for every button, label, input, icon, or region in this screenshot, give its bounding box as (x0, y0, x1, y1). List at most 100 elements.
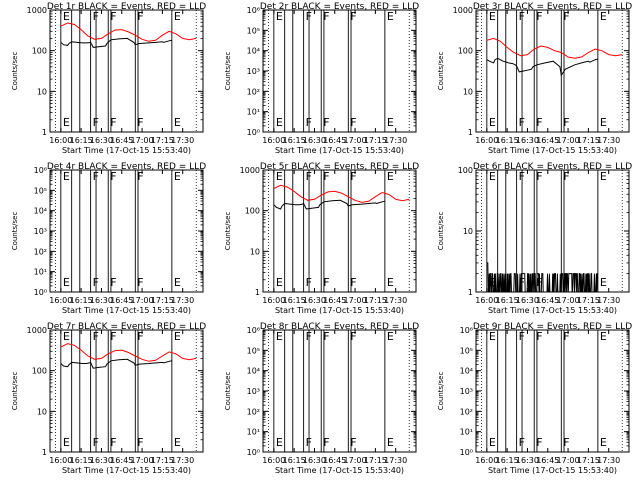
plot-frame (49, 9, 204, 133)
y-tick-label: 10¹ (460, 428, 473, 437)
marker-label-top: F (323, 170, 329, 183)
y-tick-label: 10⁴ (34, 207, 47, 216)
y-tick-label: 10⁶ (247, 6, 260, 15)
x-tick-label: 16:30 (303, 456, 326, 465)
marker-label-top: F (350, 170, 356, 183)
x-tick-label: 17:00 (557, 456, 580, 465)
detector-panel: Det 1r BLACK = Events, RED = LLD Counts/s… (11, 2, 206, 155)
y-tick-label: 10⁶ (460, 326, 473, 335)
x-tick-label: 17:15 (577, 456, 600, 465)
x-tick-label: 17:00 (557, 296, 580, 305)
marker-label-top: F (536, 330, 542, 343)
marker-label-bottom: F (519, 116, 525, 129)
x-axis-label: Start Time (17-Oct-15 15:53:40) (62, 146, 191, 155)
marker-label-bottom: E (174, 436, 181, 449)
x-tick-label: 17:00 (557, 136, 580, 145)
marker-label-top: E (489, 170, 496, 183)
marker-label-bottom: F (323, 276, 329, 289)
y-axis-label: Counts/sec (224, 372, 232, 411)
marker-label-top: F (93, 170, 99, 183)
y-tick-label: 1 (468, 128, 473, 137)
x-tick-label: 16:00 (262, 296, 285, 305)
marker-label-top: E (174, 10, 181, 23)
marker-label-top: E (276, 170, 283, 183)
marker-label-bottom: E (387, 276, 394, 289)
y-tick-label: 10¹ (247, 428, 260, 437)
x-tick-label: 16:45 (110, 456, 133, 465)
plot-area (55, 10, 197, 132)
x-tick-label: 16:00 (49, 136, 72, 145)
x-tick-label: 16:00 (475, 296, 498, 305)
y-axis-label: Counts/sec (437, 52, 445, 91)
marker-label-bottom: F (110, 116, 116, 129)
x-axis-label: Start Time (17-Oct-15 15:53:40) (488, 466, 617, 475)
y-tick-label: 10³ (247, 67, 260, 76)
marker-label-bottom: F (93, 276, 99, 289)
y-axis-label: Counts/sec (224, 52, 232, 91)
x-axis-label: Start Time (17-Oct-15 15:53:40) (275, 466, 404, 475)
y-tick-label: 100 (458, 47, 473, 56)
detector-panel: Det 5r BLACK = Events, RED = LLD Counts/s… (224, 162, 419, 315)
marker-label-bottom: F (536, 436, 542, 449)
detector-panel: Det 3r BLACK = Events, RED = LLD Counts/s… (437, 2, 632, 155)
events-series-line (486, 262, 598, 292)
marker-label-bottom: E (489, 276, 496, 289)
panel-title: Det 7r BLACK = Events, RED = LLD (47, 322, 206, 332)
y-tick-label: 10 (463, 227, 473, 236)
x-tick-label: 16:30 (303, 136, 326, 145)
plot-area (481, 330, 623, 452)
marker-label-bottom: E (600, 436, 607, 449)
y-tick-label: 1 (42, 128, 47, 137)
marker-label-top: F (306, 10, 312, 23)
marker-label-top: E (276, 10, 283, 23)
marker-label-bottom: F (563, 116, 569, 129)
y-axis-label: Counts/sec (11, 372, 19, 411)
lld-series-line (60, 343, 197, 362)
marker-label-top: E (63, 10, 70, 23)
marker-label-bottom: F (350, 116, 356, 129)
marker-label-bottom: F (93, 436, 99, 449)
marker-label-bottom: F (306, 436, 312, 449)
x-tick-label: 16:00 (262, 136, 285, 145)
marker-label-bottom: F (563, 436, 569, 449)
x-tick-label: 17:30 (597, 456, 620, 465)
panel-title: Det 5r BLACK = Events, RED = LLD (260, 162, 419, 172)
events-series-line (60, 358, 172, 369)
y-tick-label: 10³ (247, 387, 260, 396)
x-tick-label: 16:30 (516, 456, 539, 465)
marker-label-top: F (137, 10, 143, 23)
y-tick-label: 1000 (27, 6, 47, 15)
panel-title: Det 2r BLACK = Events, RED = LLD (260, 2, 419, 12)
x-tick-label: 16:30 (303, 296, 326, 305)
lld-series-line (60, 22, 197, 42)
x-tick-label: 16:30 (90, 136, 113, 145)
marker-label-bottom: F (536, 116, 542, 129)
marker-label-top: E (600, 330, 607, 343)
x-tick-label: 17:00 (131, 456, 154, 465)
detector-panel: Det 6r BLACK = Events, RED = LLD Counts/s… (437, 162, 632, 315)
marker-label-top: E (387, 330, 394, 343)
marker-label-top: E (63, 170, 70, 183)
marker-label-top: F (519, 330, 525, 343)
marker-label-top: F (519, 170, 525, 183)
marker-label-top: E (387, 10, 394, 23)
x-tick-label: 17:00 (131, 296, 154, 305)
x-tick-label: 16:15 (70, 296, 93, 305)
plot-area (55, 170, 197, 292)
y-tick-label: 10³ (460, 387, 473, 396)
detector-panel: Det 4r BLACK = Events, RED = LLD Counts/s… (11, 162, 206, 315)
marker-label-top: E (489, 10, 496, 23)
marker-label-top: F (110, 170, 116, 183)
marker-label-bottom: F (519, 436, 525, 449)
y-tick-label: 10¹ (247, 108, 260, 117)
marker-label-bottom: E (63, 276, 70, 289)
marker-label-top: E (276, 330, 283, 343)
x-tick-label: 16:45 (536, 136, 559, 145)
marker-label-top: E (174, 170, 181, 183)
marker-label-bottom: E (276, 116, 283, 129)
marker-label-top: F (137, 170, 143, 183)
y-axis-label: Counts/sec (437, 212, 445, 251)
marker-label-bottom: F (110, 436, 116, 449)
x-tick-label: 17:00 (131, 136, 154, 145)
